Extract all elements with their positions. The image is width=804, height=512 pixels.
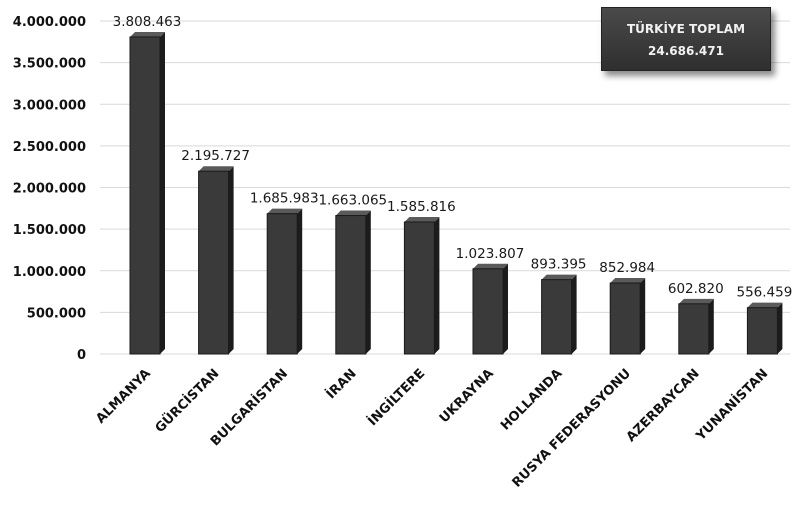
- category-label: İNGİLTERE: [365, 366, 429, 430]
- bar: [746, 302, 783, 355]
- bar: [266, 208, 303, 355]
- y-tick-label: 0: [77, 348, 86, 363]
- y-tick-label: 2.000.000: [13, 182, 86, 197]
- bar: [609, 277, 646, 355]
- y-tick-label: 1.000.000: [13, 265, 86, 280]
- data-label: 556.459: [736, 285, 792, 301]
- total-box: TÜRKİYE TOPLAM 24.686.471: [601, 7, 771, 71]
- data-label: 1.663.065: [318, 193, 387, 209]
- category-label: ALMANYA: [93, 366, 153, 426]
- bar: [198, 166, 234, 355]
- bar: [678, 298, 714, 355]
- data-label: 1.685.983: [250, 191, 319, 207]
- y-tick-label: 3.500.000: [13, 57, 86, 72]
- y-tick-label: 1.500.000: [13, 223, 86, 238]
- data-label: 893.395: [531, 257, 587, 273]
- data-label: 852.984: [599, 260, 655, 276]
- bar: [403, 216, 440, 355]
- category-label: HOLLANDA: [498, 366, 565, 433]
- total-box-value: 24.686.471: [648, 44, 724, 58]
- y-tick-label: 3.000.000: [13, 98, 86, 113]
- data-label: 1.585.816: [387, 199, 456, 215]
- category-label: İRAN: [323, 366, 360, 403]
- data-label: 3.808.463: [113, 14, 182, 30]
- bar: [472, 263, 508, 355]
- y-tick-label: 4.000.000: [13, 15, 86, 30]
- bar: [335, 210, 371, 355]
- category-label: YUNANİSTAN: [692, 366, 771, 445]
- total-box-label: TÜRKİYE TOPLAM: [626, 22, 746, 36]
- data-label: 602.820: [668, 281, 724, 297]
- category-label: GÜRCİSTAN: [152, 366, 223, 437]
- bar: [541, 274, 577, 355]
- data-label: 1.023.807: [456, 246, 525, 262]
- y-tick-label: 500.000: [27, 306, 86, 321]
- category-label: UKRAYNA: [437, 366, 497, 426]
- bar: [129, 31, 165, 355]
- category-label: RUSYA FEDERASYONU: [510, 366, 634, 490]
- category-label: AZERBAYCAN: [624, 366, 703, 445]
- data-label: 2.195.727: [181, 148, 250, 164]
- y-tick-label: 2.500.000: [13, 140, 86, 155]
